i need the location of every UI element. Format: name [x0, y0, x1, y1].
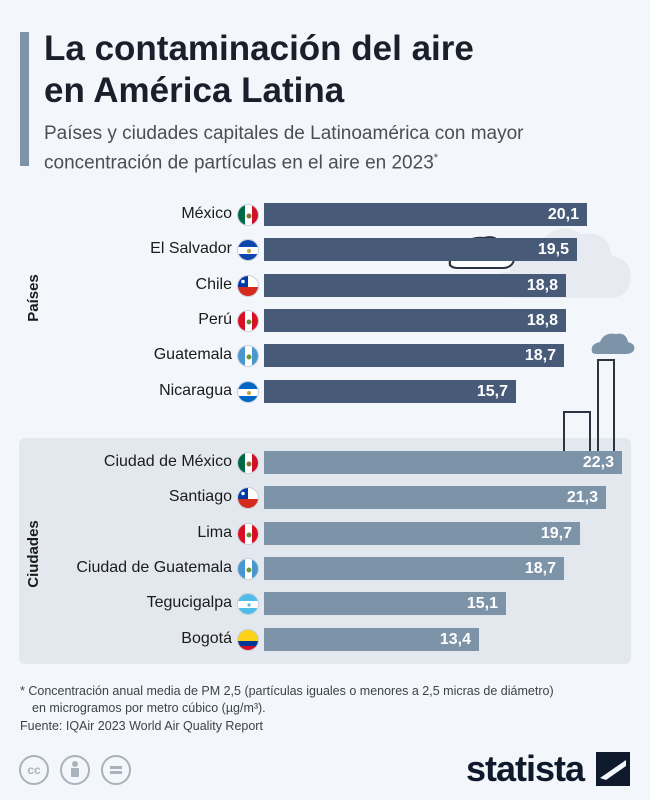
mexico-flag-icon: [237, 452, 259, 474]
cities-panel: [19, 438, 631, 664]
bar-label: Perú: [198, 310, 232, 328]
bar: 21,3: [264, 486, 606, 510]
nicaragua-flag-icon: [237, 380, 259, 403]
subtitle-line-2: concentración de partículas en el aire e…: [44, 152, 434, 174]
bar-value-label: 21,3: [566, 489, 598, 507]
statista-logo-mark: [596, 752, 630, 786]
title-line-2: en América Latina: [44, 71, 345, 110]
bar-label: Santiago: [168, 488, 232, 506]
source-text: Fuente: IQAir 2023 World Air Quality Rep…: [20, 719, 263, 733]
colombia-flag-icon: [237, 628, 259, 651]
group-label-countries: Países: [25, 274, 42, 322]
bar-value-label: 18,8: [526, 276, 558, 294]
bar-value-label: 13,4: [439, 630, 471, 648]
bar-label: México: [181, 205, 232, 222]
page-subtitle: Países y ciudades capitales de Latinoamé…: [44, 121, 624, 175]
bar-value-label: 18,7: [524, 347, 556, 365]
bar: 18,7: [264, 344, 564, 368]
bar-label: Guatemala: [153, 346, 232, 364]
el-salvador-flag-icon: [237, 239, 259, 262]
bar: 18,8: [264, 308, 566, 332]
honduras-flag-icon: [237, 593, 259, 616]
page-title: La contaminación del aire en América Lat…: [44, 28, 634, 112]
group-label-cities: Ciudades: [25, 520, 42, 588]
bar: 22,3: [264, 451, 622, 474]
bar-label: Ciudad de Guatemala: [76, 558, 232, 576]
tall-chimney-icon: [597, 359, 615, 452]
bar-label: Ciudad de México: [103, 453, 232, 470]
bar-label: Nicaragua: [159, 381, 232, 399]
mexico-flag-icon: [237, 204, 259, 226]
no-derivatives-icon[interactable]: [101, 755, 131, 785]
bar-value-label: 20,1: [547, 206, 579, 223]
bar: 19,5: [264, 238, 577, 262]
footnote-line-1: * Concentración anual media de PM 2,5 (p…: [20, 684, 554, 698]
chile-flag-icon: [237, 274, 259, 297]
bar-value-label: 19,7: [540, 524, 572, 542]
title-line-1: La contaminación del aire: [44, 29, 474, 68]
bar: 15,1: [264, 592, 506, 616]
bar-value-label: 15,1: [466, 595, 498, 613]
bar: 18,8: [264, 273, 566, 297]
bar-value-label: 18,8: [526, 311, 558, 329]
bar-label: Lima: [197, 523, 232, 541]
cc-icon[interactable]: cc: [19, 755, 49, 785]
statista-logo[interactable]: statista: [466, 748, 585, 789]
peru-flag-icon: [237, 522, 259, 545]
subtitle-line-2-wrap: concentración de partículas en el aire e…: [44, 146, 624, 175]
subtitle-footnote-mark: *: [433, 152, 439, 164]
bar: 19,7: [264, 521, 580, 545]
chile-flag-icon: [237, 487, 259, 510]
bar: 13,4: [264, 627, 479, 651]
bar-value-label: 19,5: [537, 241, 569, 259]
bar: 20,1: [264, 203, 587, 226]
title-accent-bar: [20, 32, 29, 166]
bar-label: Tegucigalpa: [146, 594, 232, 612]
bar-value-label: 18,7: [524, 559, 556, 577]
short-chimney-icon: [563, 411, 591, 452]
bar: 15,7: [264, 379, 516, 403]
bar-label: Chile: [195, 275, 232, 293]
peru-flag-icon: [237, 309, 259, 332]
guatemala-flag-icon: [237, 557, 259, 580]
bar-label: El Salvador: [150, 240, 232, 258]
footnote-line-2: en microgramos por metro cúbico (µg/m³).: [32, 701, 266, 715]
attribution-icon[interactable]: [60, 755, 90, 785]
chimneys-decoration: [563, 359, 615, 452]
bar-value-label: 22,3: [582, 454, 614, 471]
bar-value-label: 15,7: [476, 382, 508, 400]
chimney-cloud-icon: [591, 333, 635, 354]
bar: 18,7: [264, 556, 564, 580]
guatemala-flag-icon: [237, 345, 259, 368]
bar-label: Bogotá: [181, 629, 232, 647]
subtitle-line-1: Países y ciudades capitales de Latinoamé…: [44, 123, 524, 144]
footnote: * Concentración anual media de PM 2,5 (p…: [20, 683, 630, 717]
